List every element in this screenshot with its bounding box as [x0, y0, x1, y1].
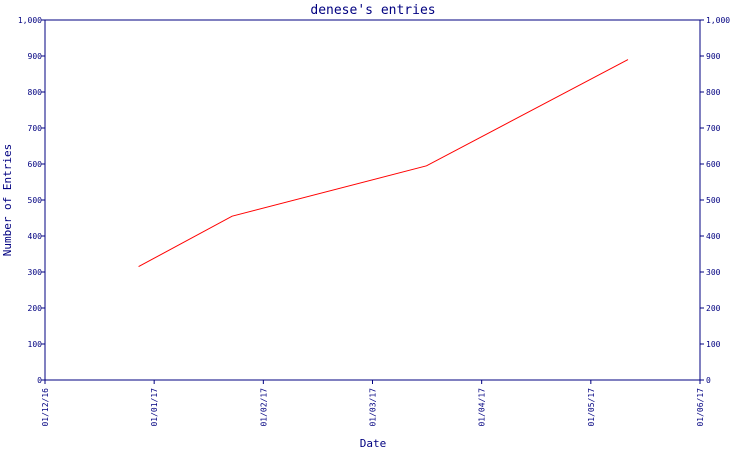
x-tick-label: 01/02/17 [259, 388, 268, 427]
y-tick-label-right: 400 [706, 232, 721, 241]
y-tick-label-left: 1,000 [18, 16, 42, 25]
series-line [138, 59, 629, 268]
y-axis-label: Number of Entries [1, 144, 14, 257]
y-tick-label-left: 0 [37, 376, 42, 385]
x-tick-label: 01/01/17 [150, 388, 159, 427]
y-tick-label-left: 100 [28, 340, 43, 349]
y-tick-label-right: 700 [706, 124, 721, 133]
y-tick-label-left: 300 [28, 268, 43, 277]
y-tick-label-right: 600 [706, 160, 721, 169]
y-tick-label-right: 1,000 [706, 16, 730, 25]
y-tick-label-right: 800 [706, 88, 721, 97]
x-axis-label: Date [360, 437, 387, 450]
x-tick-label: 01/12/16 [41, 388, 50, 427]
x-tick-label: 01/03/17 [369, 388, 378, 427]
y-tick-label-left: 200 [28, 304, 43, 313]
y-tick-label-right: 200 [706, 304, 721, 313]
y-tick-label-right: 300 [706, 268, 721, 277]
y-tick-label-left: 900 [28, 52, 43, 61]
y-tick-label-left: 800 [28, 88, 43, 97]
y-tick-label-right: 100 [706, 340, 721, 349]
y-tick-label-left: 400 [28, 232, 43, 241]
y-tick-label-right: 0 [706, 376, 711, 385]
x-tick-label: 01/06/17 [696, 388, 705, 427]
y-tick-label-left: 600 [28, 160, 43, 169]
y-tick-label-left: 700 [28, 124, 43, 133]
y-tick-label-right: 500 [706, 196, 721, 205]
chart-title: denese's entries [310, 3, 435, 18]
x-tick-label: 01/04/17 [478, 388, 487, 427]
x-tick-label: 01/05/17 [587, 388, 596, 427]
y-tick-label-left: 500 [28, 196, 43, 205]
y-tick-label-right: 900 [706, 52, 721, 61]
